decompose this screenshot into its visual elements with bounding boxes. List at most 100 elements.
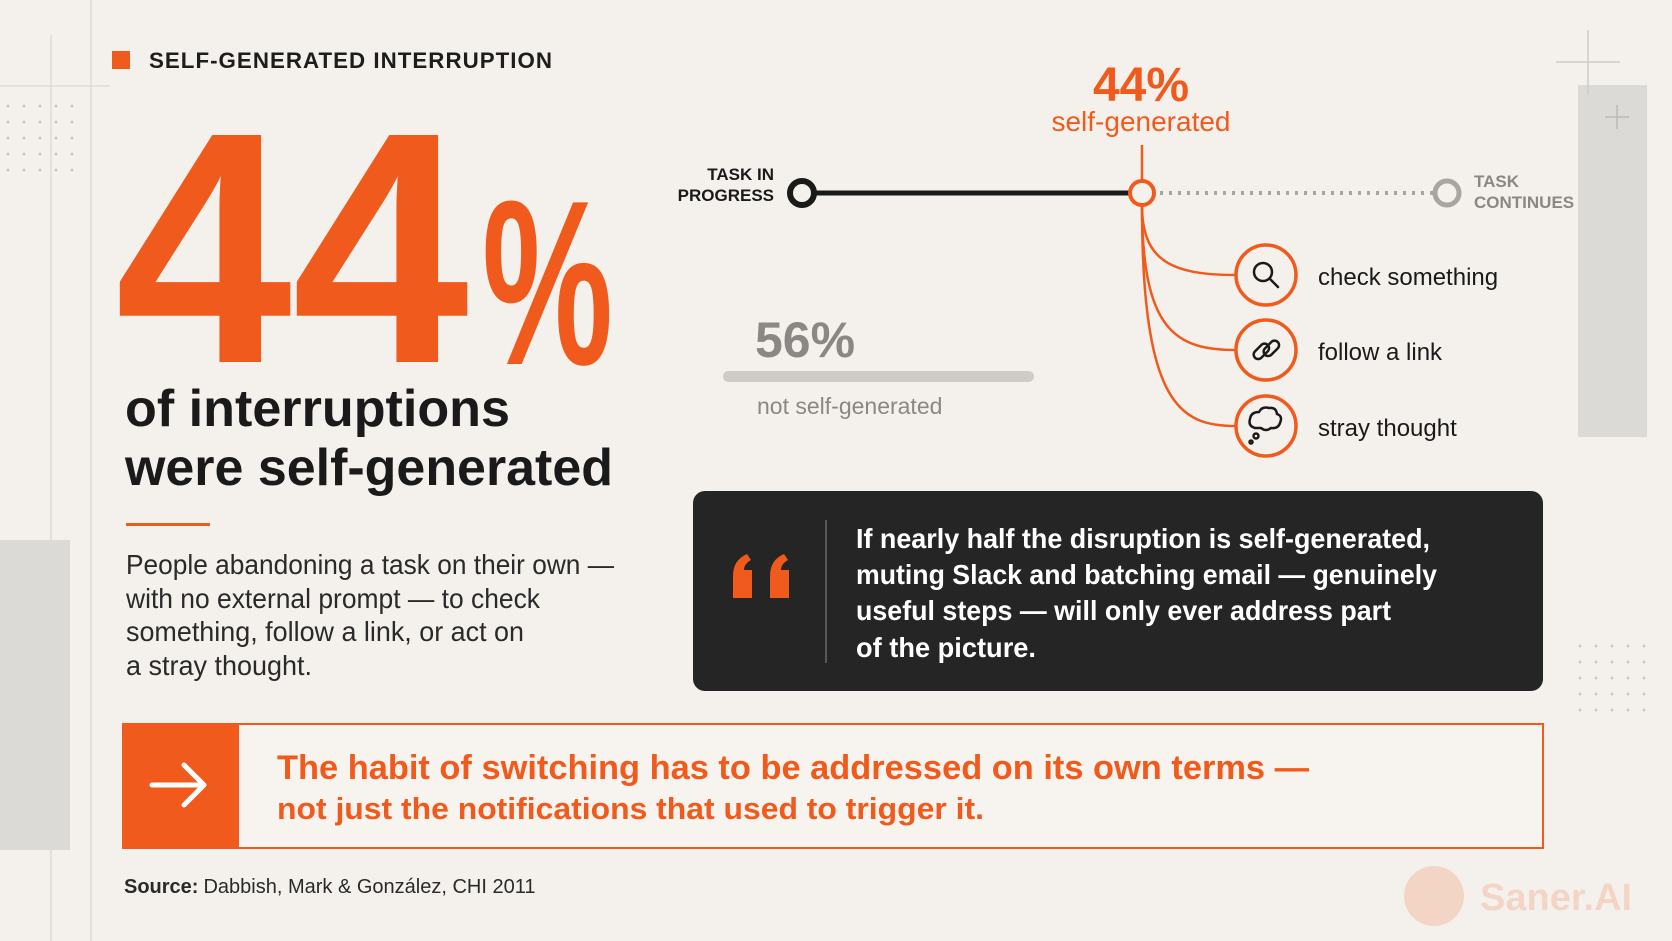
- deco-dot: [1610, 708, 1614, 712]
- deco-dot: [1642, 692, 1646, 696]
- branch-label: follow a link: [1318, 339, 1443, 366]
- divider: [126, 523, 210, 526]
- deco-dot: [1594, 708, 1598, 712]
- hero-number: 44: [115, 63, 471, 432]
- deco-dot: [70, 136, 74, 140]
- deco-dot: [38, 104, 42, 108]
- quote-mark: [733, 554, 789, 598]
- deco-dots: [6, 104, 1646, 712]
- deco-dot: [1610, 676, 1614, 680]
- deco-plus: [1605, 105, 1629, 129]
- deco-dot: [70, 104, 74, 108]
- deco-panel: [0, 540, 70, 850]
- other-label: not self-generated: [757, 393, 942, 419]
- body-line: a stray thought.: [126, 650, 312, 681]
- timeline-start: PROGRESS: [678, 186, 774, 205]
- source-text: Dabbish, Mark & González, CHI 2011: [203, 876, 535, 898]
- deco-dot: [1610, 644, 1614, 648]
- brand: Saner.AI: [1404, 866, 1632, 926]
- deco-dot: [1578, 692, 1582, 696]
- deco-dot: [1642, 660, 1646, 664]
- timeline-end-node: [1432, 178, 1462, 208]
- deco-dot: [1578, 708, 1582, 712]
- quote-line: If nearly half the disruption is self-ge…: [856, 523, 1430, 554]
- deco-dot: [1610, 692, 1614, 696]
- deco-dot: [38, 120, 42, 124]
- deco-dot: [1626, 676, 1630, 680]
- branch-line: [1140, 204, 1237, 428]
- timeline-start-node: [787, 178, 817, 208]
- deco-dot: [54, 120, 58, 124]
- quote-line: muting Slack and batching email — genuin…: [856, 559, 1437, 590]
- deco-dot: [1642, 644, 1646, 648]
- deco-dot: [6, 104, 10, 108]
- deco-dot: [1626, 692, 1630, 696]
- callout-arrow: [149, 762, 207, 808]
- icon-link: [1262, 339, 1281, 358]
- timeline-stat-label: self-generated: [1051, 106, 1230, 137]
- deco-dot: [38, 152, 42, 156]
- hero-caption: were self-generated: [124, 439, 613, 497]
- header-label: SELF-GENERATED INTERRUPTION: [149, 48, 553, 73]
- branch-nodes: [1234, 243, 1298, 458]
- timeline-end: CONTINUES: [1474, 193, 1574, 212]
- deco-dot: [70, 120, 74, 124]
- source-label: Source:: [124, 876, 198, 898]
- hero-caption: of interruptions: [125, 380, 510, 438]
- deco-dot: [6, 168, 10, 172]
- timeline-start: TASK IN: [707, 165, 774, 184]
- deco-dot: [1642, 676, 1646, 680]
- deco-dot: [1610, 660, 1614, 664]
- icon-thought: [1252, 432, 1260, 440]
- source: Source: Dabbish, Mark & González, CHI 201…: [124, 876, 535, 898]
- deco-dot: [54, 136, 58, 140]
- deco-dot: [22, 168, 26, 172]
- branches: [1140, 204, 1237, 428]
- quote-line: useful steps — will only ever address pa…: [856, 595, 1391, 626]
- other-stat: 56%: [755, 312, 855, 368]
- deco-dot: [1594, 692, 1598, 696]
- deco-dot: [1578, 676, 1582, 680]
- deco-dot: [1594, 644, 1598, 648]
- icon-thought: [1248, 439, 1254, 445]
- deco-dot: [1578, 644, 1582, 648]
- deco-dot: [22, 152, 26, 156]
- timeline-end: TASK: [1474, 172, 1520, 191]
- branch-label: check something: [1318, 264, 1498, 291]
- deco-dot: [38, 136, 42, 140]
- deco-dot: [1594, 676, 1598, 680]
- quote-box: [693, 491, 1543, 691]
- branch-node: [1234, 243, 1298, 307]
- deco-dot: [6, 152, 10, 156]
- deco-dot: [22, 136, 26, 140]
- icons: [1248, 261, 1283, 445]
- icon-thought: [1248, 406, 1283, 432]
- body-line: People abandoning a task on their own —: [126, 549, 614, 580]
- branch-label: stray thought: [1318, 415, 1457, 442]
- deco-dot: [6, 120, 10, 124]
- body-line: something, follow a link, or act on: [126, 616, 524, 647]
- icon-search: [1252, 261, 1274, 283]
- deco-dot: [70, 152, 74, 156]
- callout-line: not just the notifications that used to …: [277, 791, 984, 826]
- other-bar: [723, 371, 1034, 382]
- deco-dot: [1594, 660, 1598, 664]
- callout-box: [122, 723, 1544, 849]
- deco-dot: [54, 168, 58, 172]
- brand-name: Saner.AI: [1480, 877, 1632, 919]
- deco-dot: [1626, 708, 1630, 712]
- branch-node: [1234, 394, 1298, 458]
- body-line: with no external prompt — to check: [125, 583, 541, 614]
- deco-dot: [54, 104, 58, 108]
- hero-symbol: %: [482, 151, 613, 414]
- icon-search: [1268, 277, 1280, 289]
- deco-dot: [22, 104, 26, 108]
- timeline-junction: [1128, 179, 1156, 207]
- deco-dot: [70, 168, 74, 172]
- deco-dot: [1642, 708, 1646, 712]
- deco-dot: [54, 152, 58, 156]
- header-marker: [112, 51, 130, 69]
- timeline-stat: 44%: [1093, 59, 1189, 112]
